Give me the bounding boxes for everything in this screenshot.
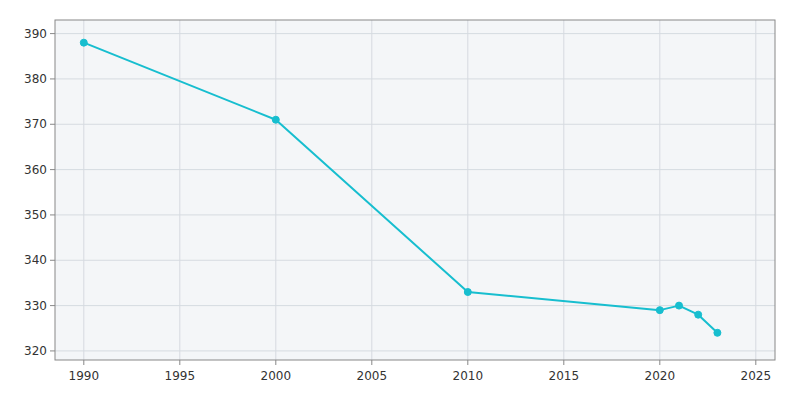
point	[80, 39, 87, 46]
y-tick	[50, 214, 55, 215]
point	[272, 116, 279, 123]
x-tick-label: 2025	[741, 369, 772, 383]
x-tick-label: 1990	[69, 369, 100, 383]
x-grid-line	[371, 20, 372, 360]
x-tick-label: 2020	[645, 369, 676, 383]
y-grid-line	[55, 169, 775, 170]
y-grid-line	[55, 350, 775, 351]
y-grid-line	[55, 305, 775, 306]
y-tick	[50, 305, 55, 306]
plot-frame	[55, 20, 775, 360]
y-tick-label: 320	[24, 344, 47, 358]
y-tick-label: 380	[24, 72, 47, 86]
plot-area	[55, 20, 775, 360]
y-grid-line	[55, 260, 775, 261]
y-tick	[50, 124, 55, 125]
x-grid-line	[179, 20, 180, 360]
y-tick	[50, 169, 55, 170]
x-grid-line	[275, 20, 276, 360]
y-tick	[50, 33, 55, 34]
y-tick-label: 390	[24, 27, 47, 41]
y-tick	[50, 350, 55, 351]
y-tick-label: 350	[24, 208, 47, 222]
x-grid-line	[563, 20, 564, 360]
point	[464, 289, 471, 296]
y-grid-line	[55, 214, 775, 215]
x-tick-label: 2005	[357, 369, 388, 383]
x-tick-label: 2010	[453, 369, 484, 383]
x-tick	[467, 360, 468, 365]
y-tick-label: 340	[24, 253, 47, 267]
y-tick	[50, 260, 55, 261]
x-tick	[659, 360, 660, 365]
x-tick-label: 2015	[549, 369, 580, 383]
point	[656, 307, 663, 314]
point	[676, 302, 683, 309]
x-tick	[371, 360, 372, 365]
y-grid-line	[55, 78, 775, 79]
y-tick-label: 360	[24, 163, 47, 177]
x-tick	[179, 360, 180, 365]
y-grid-line	[55, 33, 775, 34]
x-tick	[563, 360, 564, 365]
y-tick-label: 330	[24, 299, 47, 313]
chart: 320 330 340 350 360 370 380 390 1990 1995 2000 2005…	[0, 0, 800, 400]
point	[695, 311, 702, 318]
y-tick	[50, 78, 55, 79]
x-tick	[83, 360, 84, 365]
point	[714, 329, 721, 336]
y-grid-line	[55, 124, 775, 125]
x-grid-line	[755, 20, 756, 360]
x-grid-line	[83, 20, 84, 360]
grid	[55, 20, 775, 360]
axes: 320 330 340 350 360 370 380 390 1990 1995 2000 2005…	[24, 27, 771, 383]
series	[80, 39, 721, 336]
y-tick-label: 370	[24, 117, 47, 131]
series-line	[84, 43, 718, 333]
x-tick	[755, 360, 756, 365]
x-grid-line	[467, 20, 468, 360]
chart-container: 320 330 340 350 360 370 380 390 1990 1995 2000 2005…	[0, 0, 800, 400]
x-tick-label: 1995	[165, 369, 196, 383]
x-tick-label: 2000	[261, 369, 292, 383]
x-tick	[275, 360, 276, 365]
